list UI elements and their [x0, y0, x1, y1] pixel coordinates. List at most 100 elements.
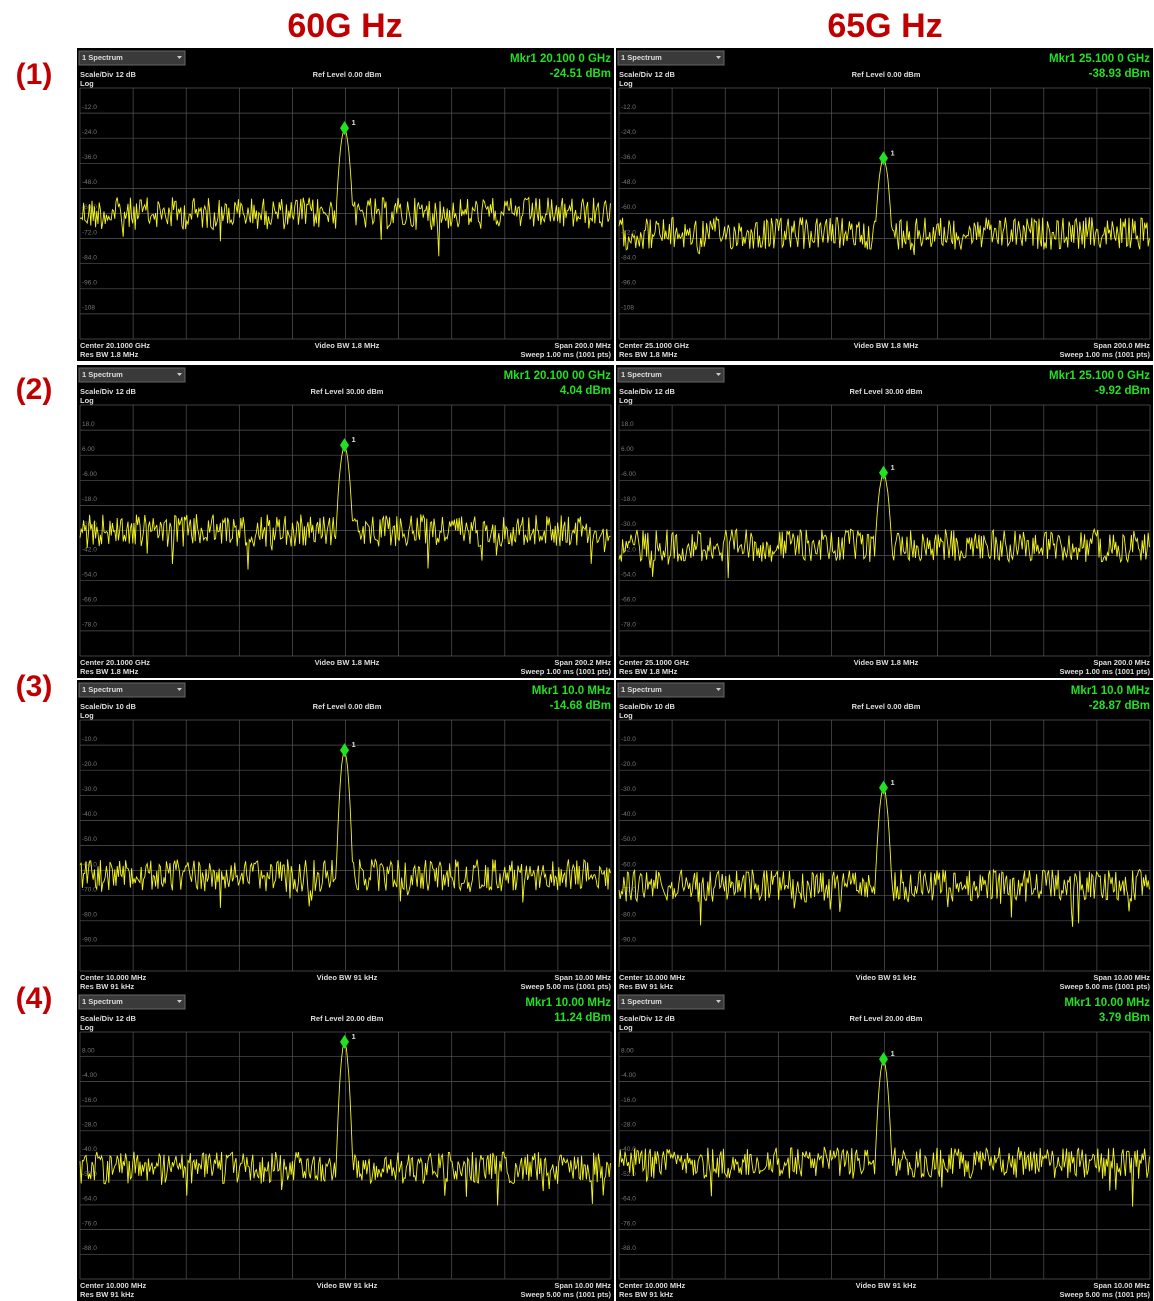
marker-id: 1 [891, 1049, 895, 1058]
res-bw: Res BW 1.8 MHz [80, 667, 139, 676]
marker-id: 1 [891, 463, 895, 472]
span: Span 10.00 MHz [1093, 973, 1150, 982]
grid-label: -96.0 [621, 280, 636, 287]
marker-id: 1 [352, 118, 356, 127]
scale-div: Scale/Div 12 dB [80, 1014, 136, 1023]
scale-div: Scale/Div 12 dB [80, 70, 136, 79]
res-bw: Res BW 91 kHz [80, 1290, 134, 1299]
marker-id: 1 [891, 778, 895, 787]
marker-level: 3.79 dBm [1099, 1012, 1150, 1024]
span: Span 200.0 MHz [1093, 658, 1150, 667]
ref-level: Ref Level 0.00 dBm [852, 702, 921, 711]
res-bw: Res BW 91 kHz [80, 982, 134, 991]
ref-level: Ref Level 30.00 dBm [850, 387, 923, 396]
grid-label: -6.00 [621, 471, 636, 478]
grid-label: -20.0 [82, 761, 97, 768]
scale-div: Scale/Div 12 dB [619, 1014, 675, 1023]
marker-readout: Mkr1 10.0 MHz [1071, 685, 1151, 697]
ref-level: Ref Level 20.00 dBm [850, 1014, 923, 1023]
grid-label: -18.0 [621, 496, 636, 503]
grid-label: -40.0 [82, 1146, 97, 1153]
grid-label: 6.00 [82, 446, 95, 453]
ref-level: Ref Level 0.00 dBm [313, 702, 382, 711]
sweep: Sweep 1.00 ms (1001 pts) [1060, 667, 1151, 676]
sweep: Sweep 1.00 ms (1001 pts) [521, 350, 612, 359]
row-label: (1) [16, 58, 53, 91]
res-bw: Res BW 91 kHz [619, 982, 673, 991]
ref-level: Ref Level 0.00 dBm [313, 70, 382, 79]
grid-label: -24.0 [621, 129, 636, 136]
grid-label: -88.0 [82, 1245, 97, 1252]
marker-id: 1 [352, 740, 356, 749]
grid-label: -78.0 [621, 622, 636, 629]
center-freq: Center 10.000 MHz [80, 973, 147, 982]
grid-label: -16.0 [621, 1097, 636, 1104]
center-freq: Center 10.000 MHz [619, 973, 686, 982]
scale-div: Scale/Div 10 dB [619, 702, 675, 711]
grid-label: -66.0 [82, 597, 97, 604]
grid-label: -50.0 [621, 836, 636, 843]
grid-label: -36.0 [621, 154, 636, 161]
marker-level: 4.04 dBm [560, 385, 611, 397]
center-freq: Center 20.1000 GHz [80, 341, 150, 350]
grid-label: -80.0 [621, 912, 636, 919]
span: Span 200.0 MHz [1093, 341, 1150, 350]
grid-label: -20.0 [621, 761, 636, 768]
grid-label: -108 [82, 305, 95, 312]
video-bw: Video BW 91 kHz [317, 1281, 378, 1290]
span: Span 10.00 MHz [554, 973, 611, 982]
marker-readout: Mkr1 25.100 0 GHz [1049, 53, 1150, 65]
log-label: Log [619, 396, 633, 405]
scale-div: Scale/Div 12 dB [80, 387, 136, 396]
log-label: Log [80, 1023, 94, 1032]
marker-readout: Mkr1 10.00 MHz [525, 997, 611, 1009]
marker-level: -38.93 dBm [1089, 68, 1150, 80]
sweep: Sweep 1.00 ms (1001 pts) [1060, 350, 1151, 359]
sweep: Sweep 5.00 ms (1001 pts) [521, 1290, 612, 1299]
log-label: Log [619, 711, 633, 720]
marker-id: 1 [352, 435, 356, 444]
spectrum-label: 1 Spectrum [82, 370, 123, 379]
span: Span 200.0 MHz [554, 341, 611, 350]
grid-label: -54.0 [82, 571, 97, 578]
spectrum-label: 1 Spectrum [82, 997, 123, 1006]
grid-label: -30.0 [621, 786, 636, 793]
span: Span 200.2 MHz [554, 658, 611, 667]
grid-label: -88.0 [621, 1245, 636, 1252]
log-label: Log [619, 1023, 633, 1032]
grid-label: 6.00 [621, 446, 634, 453]
grid-label: -84.0 [621, 254, 636, 261]
grid-label: 18.0 [82, 421, 95, 428]
center-freq: Center 20.1000 GHz [80, 658, 150, 667]
marker-id: 1 [891, 148, 895, 157]
center-freq: Center 10.000 MHz [619, 1281, 686, 1290]
grid-label: -78.0 [82, 622, 97, 629]
grid-label: -50.0 [82, 836, 97, 843]
grid-label: -16.0 [82, 1097, 97, 1104]
grid-label: -64.0 [82, 1196, 97, 1203]
scale-div: Scale/Div 12 dB [619, 70, 675, 79]
video-bw: Video BW 91 kHz [856, 973, 917, 982]
grid-label: -96.0 [82, 280, 97, 287]
center-freq: Center 25.1000 GHz [619, 341, 689, 350]
grid-label: -76.0 [82, 1220, 97, 1227]
spectrum-label: 1 Spectrum [621, 997, 662, 1006]
grid-label: -10.0 [82, 736, 97, 743]
grid-label: -80.0 [82, 912, 97, 919]
sweep: Sweep 5.00 ms (1001 pts) [1060, 982, 1151, 991]
grid-label: 18.0 [621, 421, 634, 428]
scale-div: Scale/Div 12 dB [619, 387, 675, 396]
marker-level: -14.68 dBm [550, 700, 611, 712]
grid-label: 8.00 [621, 1047, 634, 1054]
grid-label: -12.0 [82, 104, 97, 111]
grid-label: -90.0 [82, 937, 97, 944]
log-label: Log [80, 79, 94, 88]
grid-label: -70.0 [82, 886, 97, 893]
ref-level: Ref Level 20.00 dBm [311, 1014, 384, 1023]
grid-label: -84.0 [82, 254, 97, 261]
grid-label: -10.0 [621, 736, 636, 743]
span: Span 10.00 MHz [1093, 1281, 1150, 1290]
spectrum-label: 1 Spectrum [82, 685, 123, 694]
row-label: (2) [16, 373, 53, 406]
grid-label: -48.0 [82, 179, 97, 186]
